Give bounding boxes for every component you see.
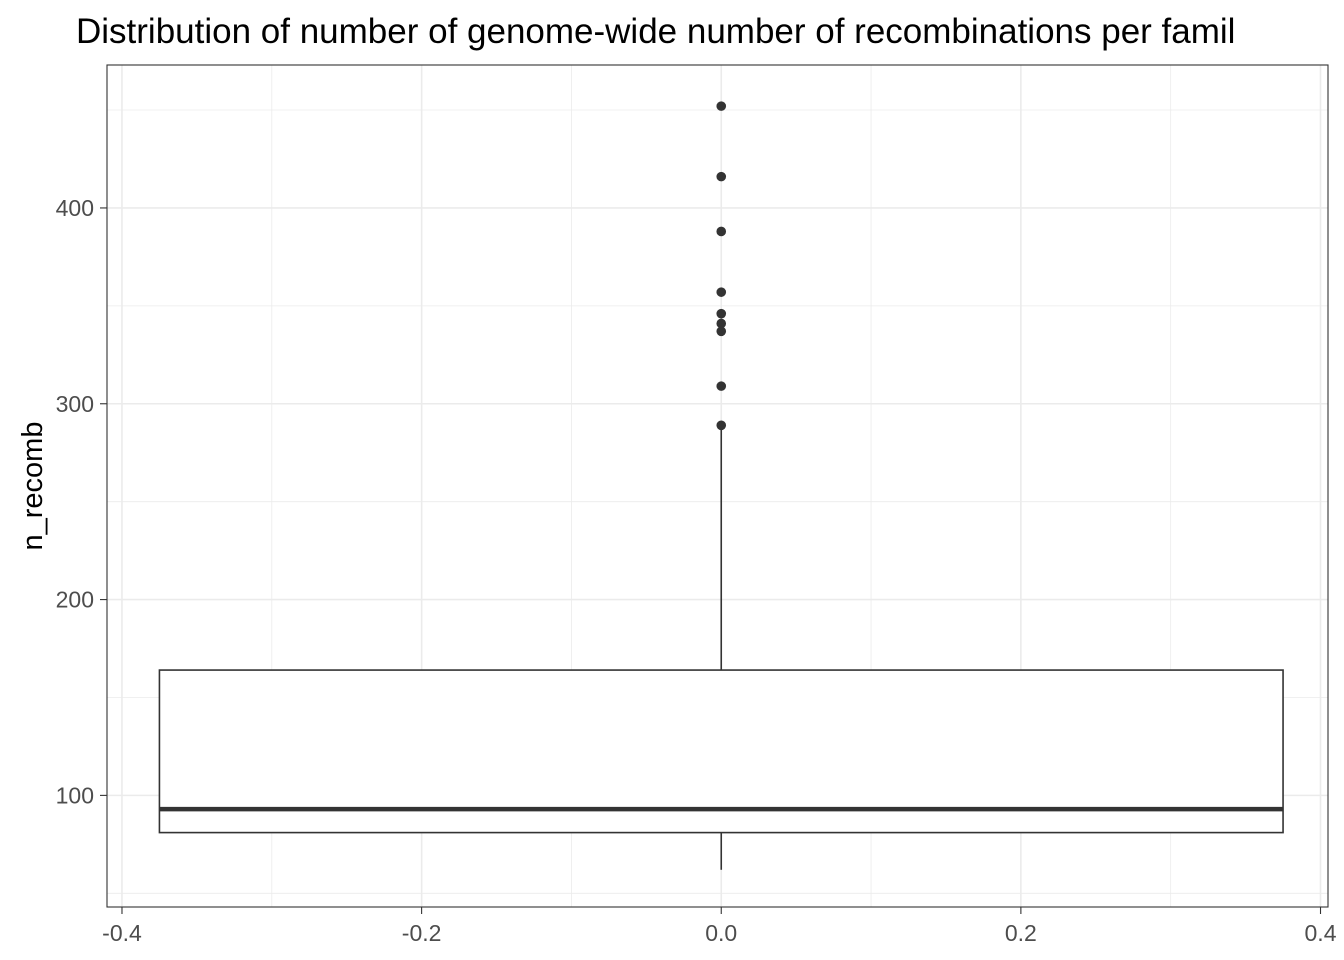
outlier-point <box>716 420 727 431</box>
x-tick-label: -0.4 <box>102 920 142 946</box>
y-tick-label: 200 <box>56 587 94 613</box>
outlier-point <box>716 318 727 329</box>
y-tick-label: 400 <box>56 195 94 221</box>
panel-border <box>106 64 1329 908</box>
x-tick-label: -0.2 <box>402 920 442 946</box>
box-layer <box>158 425 1284 870</box>
outlier-point <box>716 101 727 111</box>
x-tick-label: 0.0 <box>705 920 737 946</box>
outlier-point <box>716 326 727 337</box>
outlier-point <box>716 308 727 319</box>
chart-title: Distribution of number of genome-wide nu… <box>76 12 1235 51</box>
axis-layer: -0.4 -0.2 0.0 0.2 0.4 100 200 300 400 <box>56 64 1337 946</box>
x-tick-label: 0.2 <box>1005 920 1037 946</box>
outlier-point <box>716 381 727 391</box>
iqr-box <box>158 669 1284 834</box>
outlier-point <box>716 287 727 297</box>
x-tick-label: 0.4 <box>1305 920 1337 946</box>
outlier-point <box>716 226 727 237</box>
outlier-layer <box>716 101 727 431</box>
outlier-point <box>716 171 727 182</box>
y-tick-label: 300 <box>56 391 94 417</box>
y-tick-label: 100 <box>56 782 94 808</box>
y-axis-title: n_recomb <box>17 422 49 551</box>
